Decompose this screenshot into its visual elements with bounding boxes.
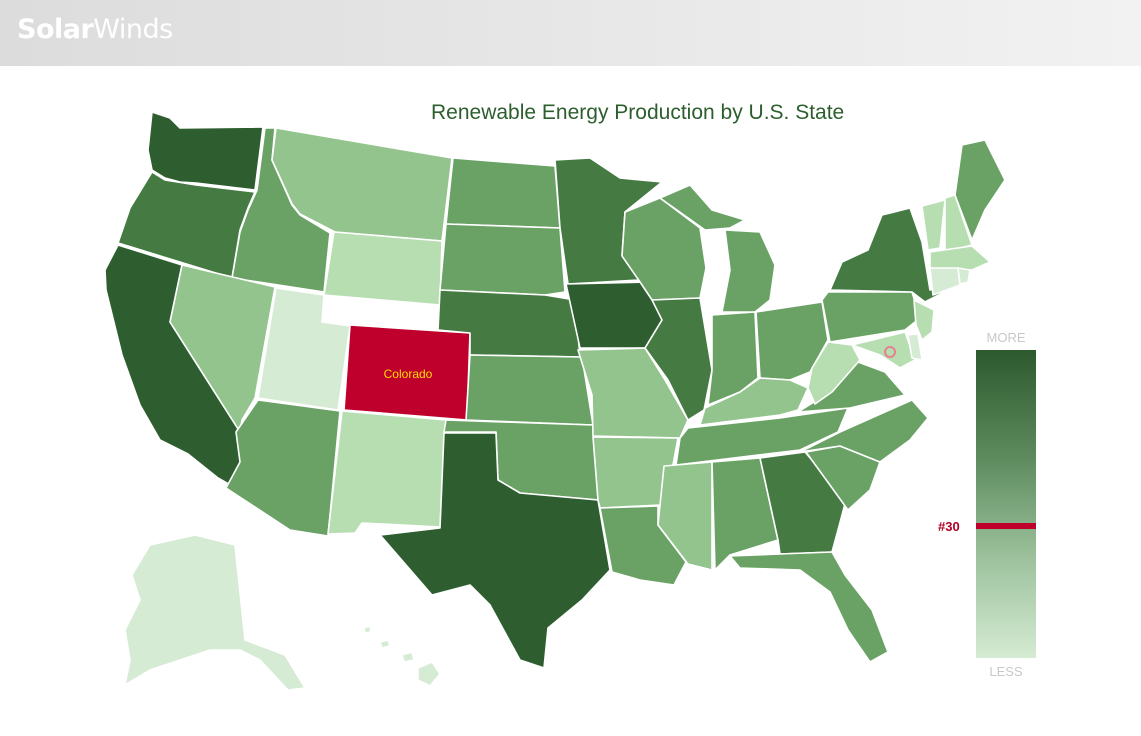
state-massachusetts[interactable] [929, 245, 991, 271]
dc-marker [884, 346, 896, 358]
state-alabama[interactable] [711, 457, 779, 571]
state-hawaii-maui[interactable] [401, 651, 415, 663]
state-south-dakota[interactable] [439, 223, 566, 296]
legend-gradient-bar [976, 350, 1036, 658]
state-new-york[interactable] [829, 207, 959, 303]
legend-rank-marker [976, 523, 1036, 529]
state-louisiana[interactable] [599, 505, 687, 586]
brand-logo-part2: Winds [93, 14, 173, 45]
state-maryland[interactable] [851, 331, 916, 369]
state-north-carolina[interactable] [799, 399, 929, 463]
state-texas[interactable] [379, 432, 611, 669]
state-florida[interactable] [729, 551, 889, 663]
state-montana[interactable] [271, 127, 453, 242]
state-washington[interactable] [147, 111, 264, 191]
state-west-virginia[interactable] [807, 341, 861, 405]
state-arizona[interactable] [225, 399, 341, 537]
map-title: Renewable Energy Production by U.S. Stat… [431, 101, 845, 124]
state-rhode-island[interactable] [957, 267, 971, 285]
header-bar: SolarWinds [0, 0, 1141, 66]
state-vermont[interactable] [921, 199, 946, 251]
state-hawaii-big-island[interactable] [417, 661, 441, 687]
state-new-mexico[interactable] [327, 410, 447, 535]
state-delaware[interactable] [907, 333, 923, 361]
state-maine[interactable] [954, 139, 1006, 241]
state-kansas[interactable] [465, 354, 594, 426]
state-new-hampshire[interactable] [944, 194, 973, 253]
state-tennessee[interactable] [675, 407, 849, 466]
state-north-dakota[interactable] [445, 157, 561, 229]
legend-more-label: MORE [986, 330, 1026, 345]
brand-logo-part1: Solar [17, 14, 94, 45]
state-new-jersey[interactable] [913, 299, 935, 341]
state-illinois[interactable] [644, 297, 713, 421]
state-mississippi[interactable] [657, 461, 713, 571]
legend-less-label: LESS [989, 664, 1023, 679]
legend-rank-label: #30 [938, 519, 960, 534]
state-alaska[interactable] [124, 534, 306, 691]
state-wyoming[interactable] [323, 231, 443, 306]
state-nevada[interactable] [169, 264, 276, 433]
state-michigan-upper[interactable] [659, 184, 746, 231]
brand-logo[interactable]: SolarWinds [17, 14, 173, 45]
state-michigan[interactable] [721, 229, 776, 313]
state-hawaii-kauai[interactable] [363, 625, 372, 634]
state-connecticut[interactable] [929, 267, 961, 296]
state-hawaii-oahu[interactable] [379, 639, 391, 649]
highlight-state-label: Colorado [384, 367, 433, 381]
